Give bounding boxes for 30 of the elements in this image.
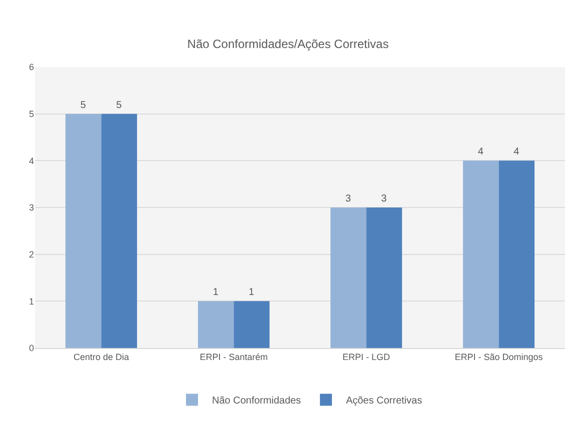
data-label: 5 bbox=[116, 100, 122, 111]
x-tick-label: ERPI - Santarém bbox=[200, 352, 268, 362]
bar bbox=[498, 160, 535, 348]
data-label: 3 bbox=[381, 194, 388, 204]
bar bbox=[462, 160, 499, 348]
y-tick-label: 6 bbox=[28, 62, 34, 72]
bar bbox=[101, 114, 138, 348]
x-tick-label: ERPI - LGD bbox=[342, 352, 390, 362]
data-label: 4 bbox=[514, 146, 520, 158]
data-label: 1 bbox=[248, 287, 255, 298]
y-tick-label: 1 bbox=[28, 296, 34, 306]
y-tick-label: 4 bbox=[28, 156, 34, 166]
chart-title: Não Conformidades/Ações Corretivas bbox=[187, 37, 389, 52]
data-label: 4 bbox=[478, 146, 484, 158]
x-tick-label: ERPI - São Domingos bbox=[454, 352, 544, 362]
bar bbox=[330, 208, 366, 348]
data-label: 1 bbox=[212, 287, 219, 298]
bar bbox=[65, 114, 102, 348]
x-tick-label: Centro de Dia bbox=[73, 352, 130, 362]
y-tick-label: 3 bbox=[28, 202, 34, 213]
y-tick-label: 0 bbox=[28, 343, 34, 354]
legend-label: Não Conformidades bbox=[212, 396, 301, 407]
data-label: 3 bbox=[345, 194, 352, 204]
data-label: 5 bbox=[80, 100, 86, 111]
y-tick-label: 5 bbox=[28, 108, 34, 119]
bar bbox=[234, 301, 270, 348]
y-tick-label: 2 bbox=[28, 249, 34, 260]
legend-label: Ações Corretivas bbox=[346, 396, 422, 407]
bar bbox=[198, 301, 234, 348]
bar bbox=[366, 208, 402, 348]
